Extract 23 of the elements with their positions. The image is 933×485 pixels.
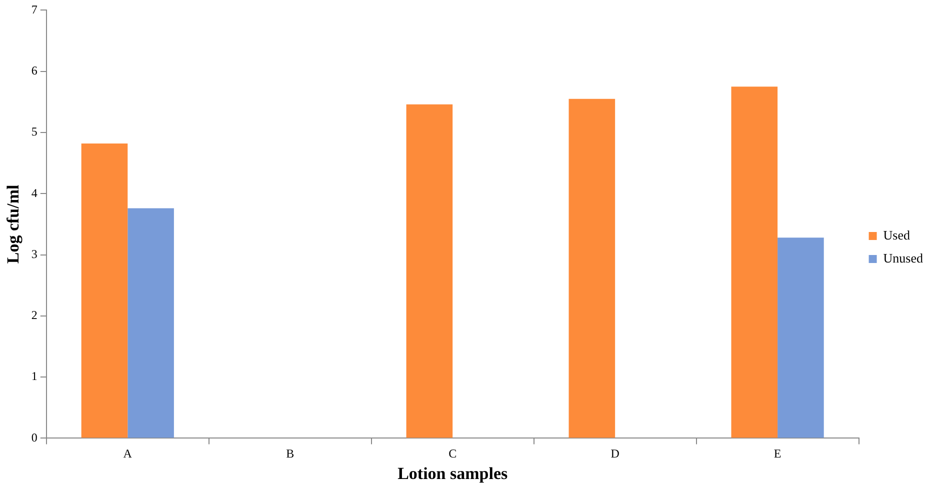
legend-label: Unused — [883, 250, 924, 266]
x-tick-label: D — [610, 446, 620, 461]
y-tick-label: 2 — [31, 308, 38, 322]
y-tick-label: 0 — [31, 430, 38, 444]
y-tick-label: 3 — [31, 246, 38, 261]
y-axis-title: Log cfu/ml — [4, 184, 23, 264]
bar — [406, 104, 453, 438]
x-tick-label: B — [286, 446, 294, 461]
x-tick-label: A — [123, 446, 132, 461]
x-tick-label: E — [774, 446, 782, 461]
bar — [81, 143, 128, 438]
y-tick-label: 1 — [31, 369, 38, 384]
y-tick-label: 7 — [31, 2, 38, 16]
y-tick-label: 6 — [31, 64, 38, 78]
y-tick-label: 4 — [31, 186, 38, 200]
bar — [568, 98, 616, 438]
legend-label: Used — [883, 227, 910, 242]
bar — [128, 208, 174, 438]
x-tick-label: C — [448, 446, 457, 461]
bar — [731, 86, 778, 438]
bar — [778, 238, 824, 438]
y-tick-label: 5 — [31, 124, 38, 139]
x-axis-title: Lotion samples — [398, 464, 508, 484]
